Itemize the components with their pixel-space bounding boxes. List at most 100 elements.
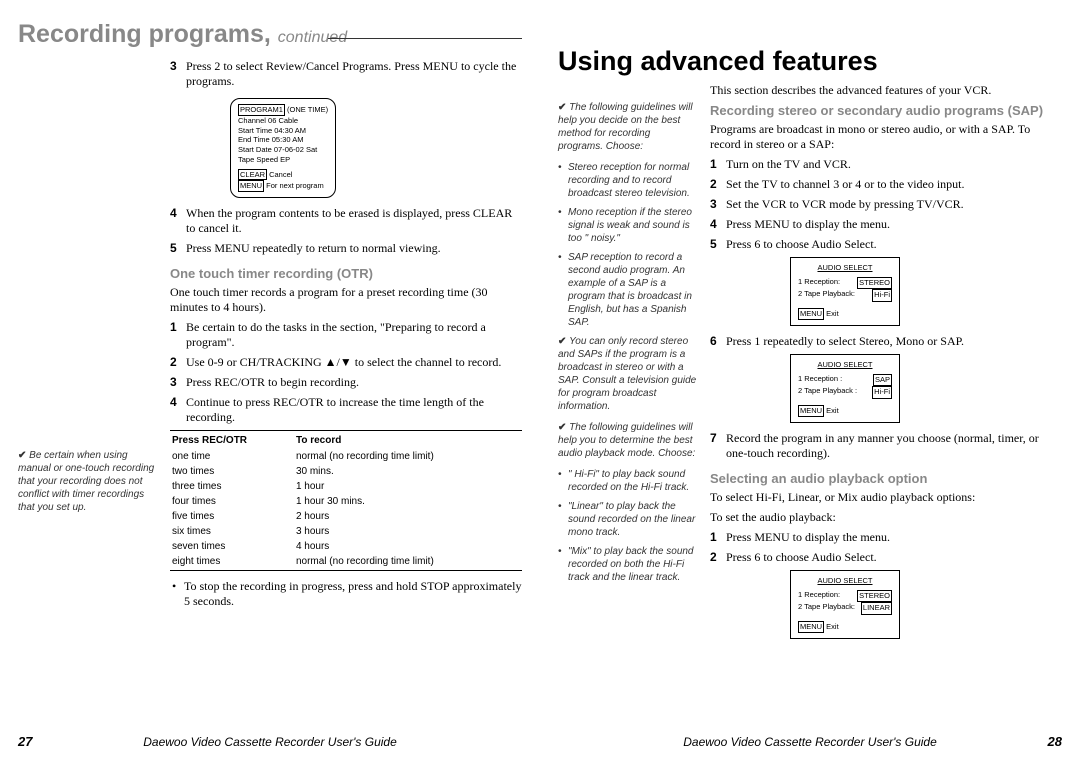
table-row: six times3 hours <box>172 525 520 538</box>
table-row: five times2 hours <box>172 510 520 523</box>
left-sidebar: ✔ Be certain when using manual or one-to… <box>18 59 158 613</box>
sap-heading: Recording stereo or secondary audio prog… <box>710 103 1062 118</box>
cell: 1 hour 30 mins. <box>296 495 520 508</box>
screen-row: Channel 06 Cable <box>238 116 328 126</box>
menu-value: LINEAR <box>861 602 892 615</box>
menu-label: 2 Tape Playback: <box>798 602 855 615</box>
menu-foot: MENU Exit <box>798 308 892 321</box>
otr-col1: Press REC/OTR <box>172 433 294 448</box>
audio-select-screen-b: AUDIO SELECT 1 Reception :SAP 2 Tape Pla… <box>790 354 900 423</box>
play-step-1: 1Press MENU to display the menu. <box>710 530 1062 545</box>
right-intro: This section describes the advanced feat… <box>710 83 1062 98</box>
step-num: 1 <box>170 320 186 350</box>
cell: eight times <box>172 555 294 568</box>
screen-foot: MENU For next program <box>238 180 328 192</box>
menu-label: 2 Tape Playback : <box>798 386 857 399</box>
cell: normal (no recording time limit) <box>296 450 520 463</box>
step-4: 4When the program contents to be erased … <box>170 206 522 236</box>
step-num: 2 <box>710 177 726 192</box>
menu-value: Hi-Fi <box>872 386 892 399</box>
step-3: 3Press 2 to select Review/Cancel Program… <box>170 59 522 89</box>
program-screen: PROGRAM1 (ONE TIME) Channel 06 Cable Sta… <box>230 98 336 198</box>
step-num: 2 <box>170 355 186 370</box>
tip-text: The following guidelines will help you d… <box>558 102 693 152</box>
table-row: seven times4 hours <box>172 540 520 553</box>
menu-title: AUDIO SELECT <box>798 360 892 371</box>
page-right: Using advanced features ✔ The following … <box>540 0 1080 763</box>
tip-bullet: " Hi-Fi" to play back sound recorded on … <box>558 468 698 494</box>
sap-step-3: 3Set the VCR to VCR mode by pressing TV/… <box>710 197 1062 212</box>
footer-left: Daewoo Video Cassette Recorder User's Gu… <box>18 735 522 749</box>
menu-row: 2 Tape Playback: LINEAR <box>798 602 892 615</box>
menu-foot: MENU Exit <box>798 621 892 634</box>
cell: 1 hour <box>296 480 520 493</box>
otr-table: Press REC/OTRTo record one timenormal (n… <box>170 430 522 571</box>
menu-foot: MENU Exit <box>798 405 892 418</box>
step-num: 4 <box>170 395 186 425</box>
cell: 2 hours <box>296 510 520 523</box>
audio-select-screen-c: AUDIO SELECT 1 Reception:STEREO 2 Tape P… <box>790 570 900 639</box>
menu-label: 2 Tape Playback: <box>798 289 855 302</box>
step-num: 1 <box>710 530 726 545</box>
step-num: 2 <box>710 550 726 565</box>
table-row: four times1 hour 30 mins. <box>172 495 520 508</box>
menu-label: 1 Reception: <box>798 277 840 290</box>
right-main: This section describes the advanced feat… <box>710 83 1062 647</box>
page-spread: Recording programs, continued ✔ Be certa… <box>0 0 1080 763</box>
screen-row: Start Time 04:30 AM <box>238 126 328 136</box>
otr-step-3: 3Press REC/OTR to begin recording. <box>170 375 522 390</box>
table-row: one timenormal (no recording time limit) <box>172 450 520 463</box>
otr-intro: One touch timer records a program for a … <box>170 285 522 315</box>
cell: 4 hours <box>296 540 520 553</box>
step-num: 4 <box>710 217 726 232</box>
menu-row: 1 Reception:STEREO <box>798 590 892 603</box>
menu-value: STEREO <box>857 277 892 290</box>
left-main: 3Press 2 to select Review/Cancel Program… <box>170 59 522 613</box>
cell: six times <box>172 525 294 538</box>
step-text: Press REC/OTR to begin recording. <box>186 375 522 390</box>
sap-step-1: 1Turn on the TV and VCR. <box>710 157 1062 172</box>
cell: 30 mins. <box>296 465 520 478</box>
cell: three times <box>172 480 294 493</box>
step-text: Press MENU to display the menu. <box>726 217 1062 232</box>
step-text: Be certain to do the tasks in the sectio… <box>186 320 522 350</box>
screen-row: End Time 05:30 AM <box>238 135 328 145</box>
tip-guidelines-2: ✔ The following guidelines will help you… <box>558 421 698 460</box>
sap-step-6: 6Press 1 repeatedly to select Stereo, Mo… <box>710 334 1062 349</box>
step-text: Press MENU repeatedly to return to norma… <box>186 241 522 256</box>
step-num: 7 <box>710 431 726 461</box>
audio-select-screen-a: AUDIO SELECT 1 Reception:STEREO 2 Tape P… <box>790 257 900 326</box>
sap-step-7: 7Record the program in any manner you ch… <box>710 431 1062 461</box>
cell: five times <box>172 510 294 523</box>
step-num: 5 <box>710 237 726 252</box>
playback-heading: Selecting an audio playback option <box>710 471 1062 486</box>
tip-bullet: Mono reception if the stereo signal is w… <box>558 206 698 245</box>
step-text: Record the program in any manner you cho… <box>726 431 1062 461</box>
right-sidebar: ✔ The following guidelines will help you… <box>558 83 698 647</box>
sap-step-5: 5Press 6 to choose Audio Select. <box>710 237 1062 252</box>
play-step-2: 2Press 6 to choose Audio Select. <box>710 550 1062 565</box>
otr-step-2: 2Use 0-9 or CH/TRACKING ▲/▼ to select th… <box>170 355 522 370</box>
tip-bullet: Stereo reception for normal recording an… <box>558 161 698 200</box>
step-num: 1 <box>710 157 726 172</box>
screen-header: PROGRAM1 (ONE TIME) <box>238 104 328 116</box>
cell: four times <box>172 495 294 508</box>
step-num: 3 <box>710 197 726 212</box>
tip-bullet: "Mix" to play back the sound recorded on… <box>558 545 698 584</box>
menu-value: STEREO <box>857 590 892 603</box>
table-row: three times1 hour <box>172 480 520 493</box>
menu-title: AUDIO SELECT <box>798 576 892 587</box>
step-num: 4 <box>170 206 186 236</box>
sap-step-4: 4Press MENU to display the menu. <box>710 217 1062 232</box>
page-left: Recording programs, continued ✔ Be certa… <box>0 0 540 763</box>
sap-step-2: 2Set the TV to channel 3 or 4 or to the … <box>710 177 1062 192</box>
table-row: two times30 mins. <box>172 465 520 478</box>
tip-text: You can only record stereo and SAPs if t… <box>558 336 696 412</box>
otr-step-1: 1Be certain to do the tasks in the secti… <box>170 320 522 350</box>
title-rule <box>328 38 522 39</box>
left-columns: ✔ Be certain when using manual or one-to… <box>18 59 522 613</box>
otr-heading: One touch timer recording (OTR) <box>170 266 522 281</box>
step-num: 5 <box>170 241 186 256</box>
step-text: Press 2 to select Review/Cancel Programs… <box>186 59 522 89</box>
step-text: Press 1 repeatedly to select Stereo, Mon… <box>726 334 1062 349</box>
